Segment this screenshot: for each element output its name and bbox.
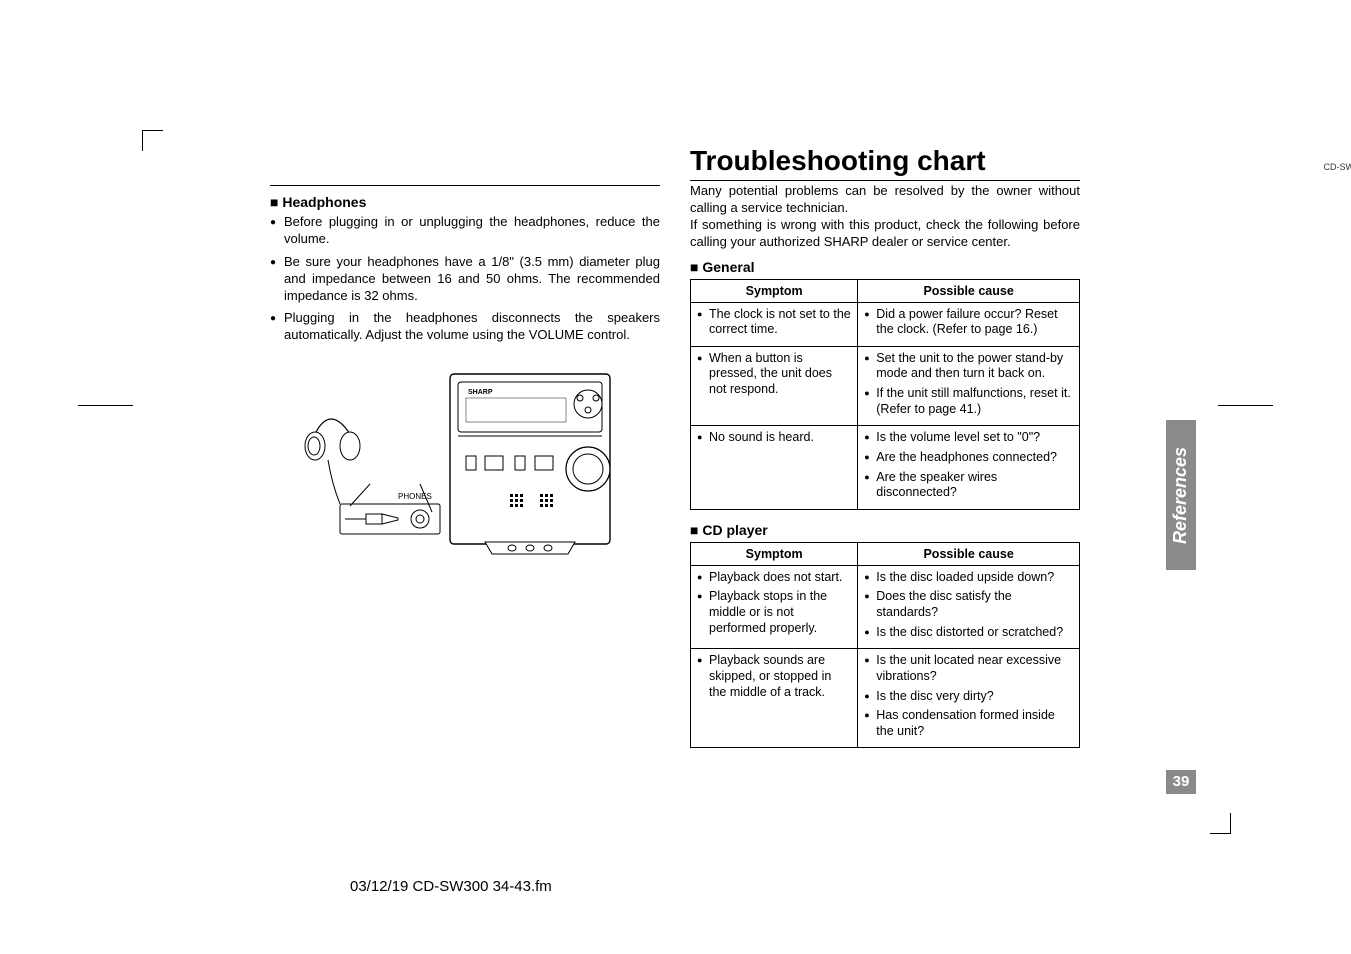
table-row: Playback sounds are skipped, or stopped … (691, 649, 1080, 748)
col-cause: Possible cause (858, 542, 1080, 565)
side-tab: References (1166, 420, 1196, 570)
page-title: Troubleshooting chart (690, 145, 1080, 181)
general-table: Symptom Possible cause The clock is not … (690, 279, 1080, 510)
intro-text: Many potential problems can be resolved … (690, 183, 1080, 251)
headphones-heading: Headphones (270, 194, 660, 210)
col-cause: Possible cause (858, 279, 1080, 302)
table-row: The clock is not set to the correct time… (691, 302, 1080, 346)
hp-bullet-2: Be sure your headphones have a 1/8" (3.5… (270, 254, 660, 305)
hp-bullet-3: Plugging in the headphones disconnects t… (270, 310, 660, 344)
hp-bullet-1: Before plugging in or unplugging the hea… (270, 214, 660, 248)
footer-text: 03/12/19 CD-SW300 34-43.fm (350, 878, 552, 895)
brand-label: SHARP (468, 389, 493, 396)
table-row: Playback does not start.Playback stops i… (691, 565, 1080, 649)
page-number: 39 (1166, 770, 1196, 794)
cd-table: Symptom Possible cause Playback does not… (690, 542, 1080, 749)
headphone-illustration: SHARP (290, 364, 660, 567)
headphones-bullets: Before plugging in or unplugging the hea… (270, 214, 660, 344)
model-code: CD-SW300 (1323, 162, 1351, 172)
col-symptom: Symptom (691, 542, 858, 565)
table-row: No sound is heard. Is the volume level s… (691, 426, 1080, 510)
table-row: When a button is pressed, the unit does … (691, 346, 1080, 426)
general-heading: General (690, 259, 1080, 275)
col-symptom: Symptom (691, 279, 858, 302)
cd-heading: CD player (690, 522, 1080, 538)
